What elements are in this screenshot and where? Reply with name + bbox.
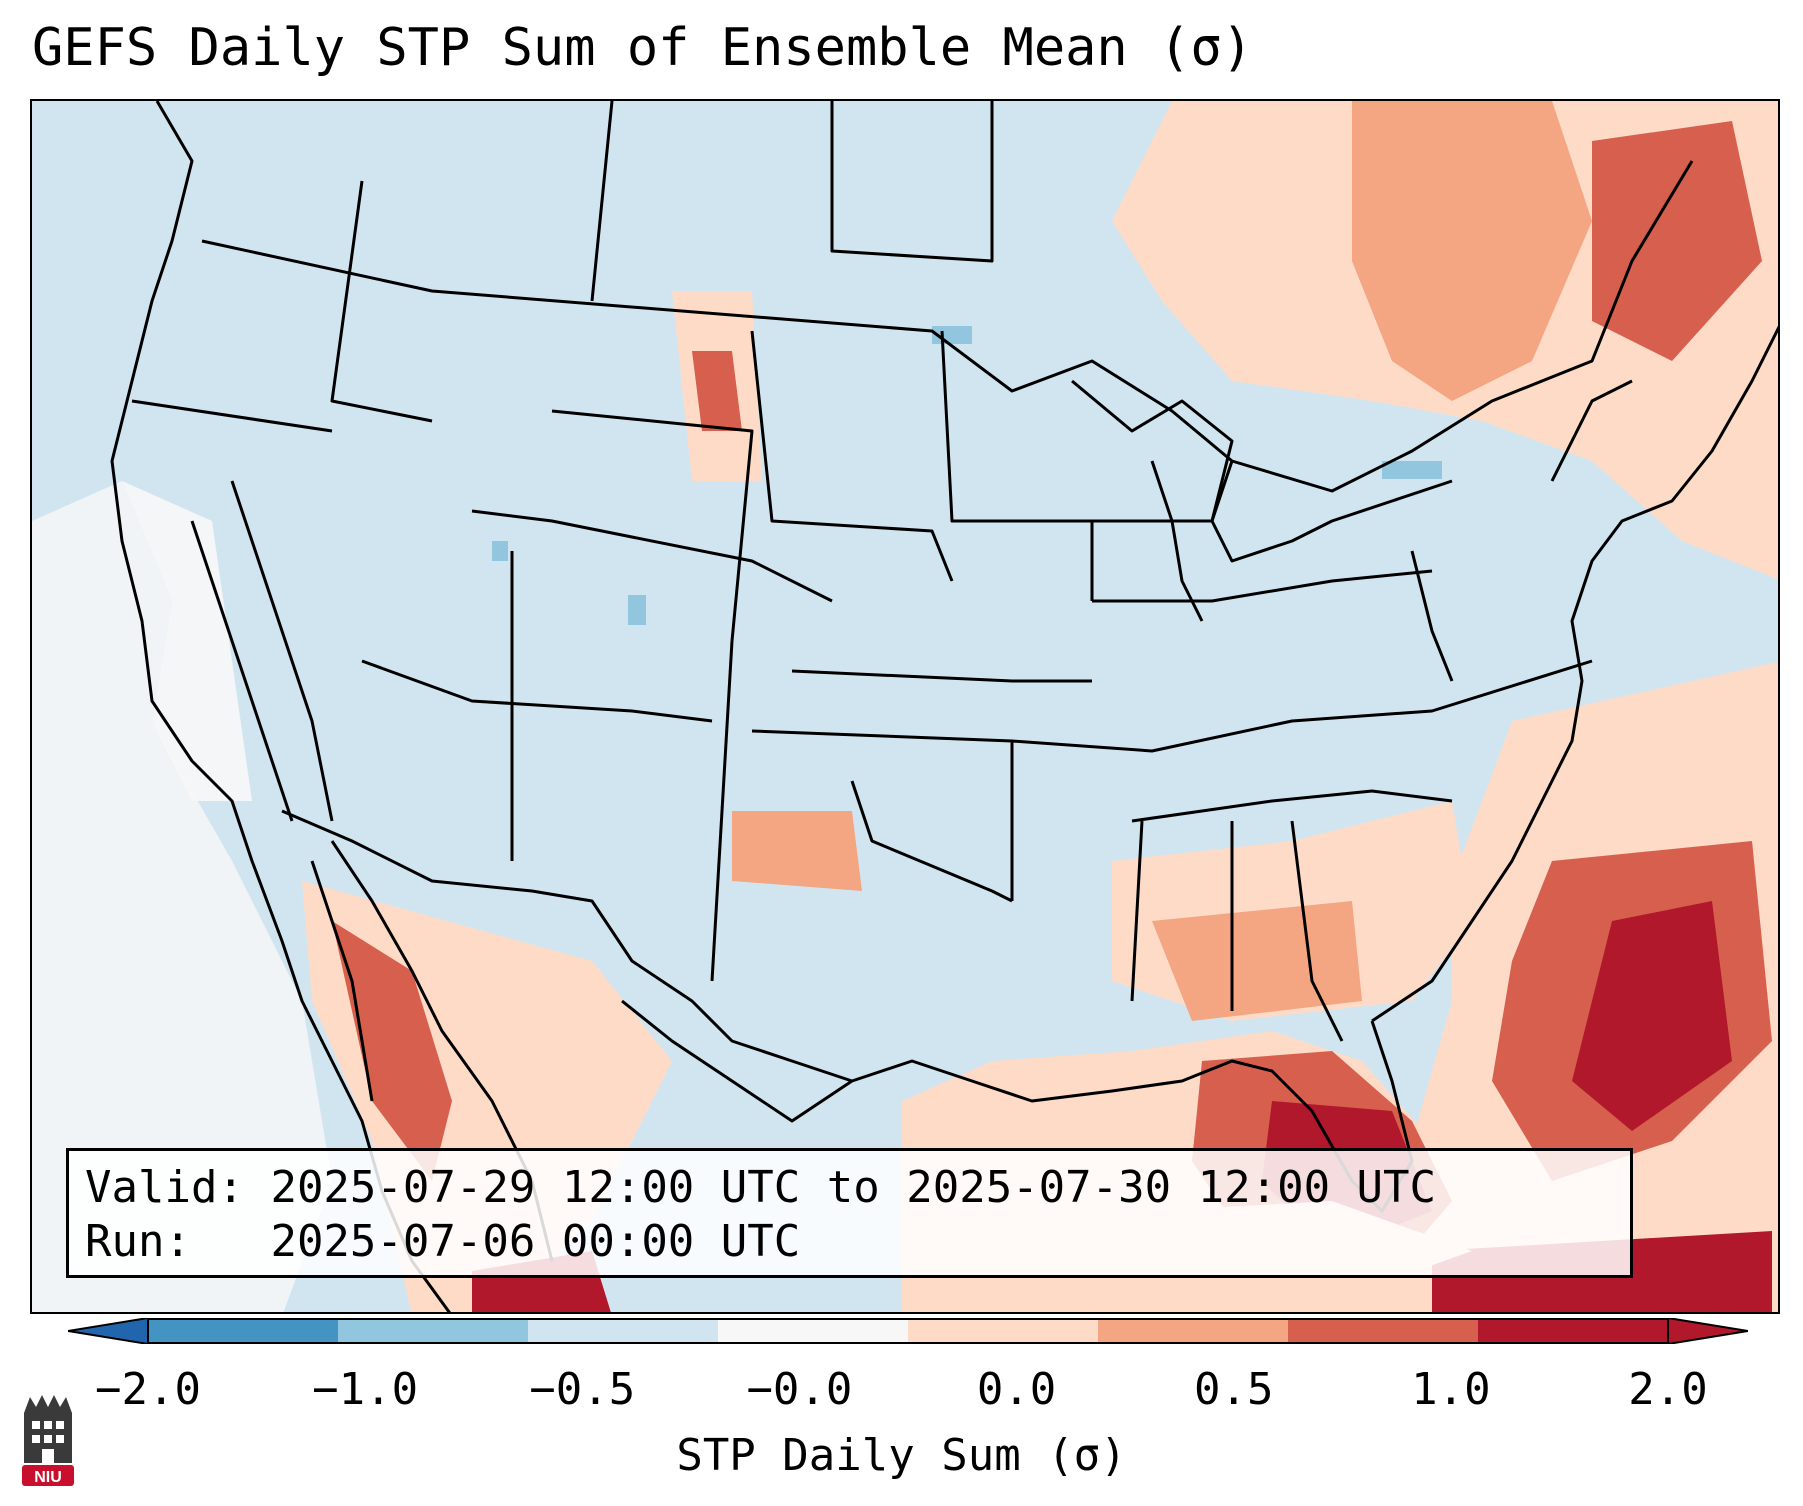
state-line xyxy=(190,520,294,822)
texas-panhandle-positive-area xyxy=(732,811,862,891)
coastline-west xyxy=(110,101,451,1312)
colorbar-extend-low xyxy=(68,1318,149,1344)
state-line xyxy=(361,659,713,723)
colorbar-segment xyxy=(908,1319,1099,1343)
state-line xyxy=(940,330,1094,601)
chart-title: GEFS Daily STP Sum of Ensemble Mean (σ) xyxy=(32,18,1253,78)
boundaries xyxy=(110,101,1778,1312)
colorbar-extend-high xyxy=(1667,1318,1748,1344)
east-coast xyxy=(1371,325,1778,1023)
colorbar-tick-label: −1.0 xyxy=(312,1364,419,1415)
logo-text: NIU xyxy=(34,1469,62,1486)
state-line xyxy=(131,399,333,433)
niu-logo: NIU xyxy=(22,1395,74,1486)
state-line xyxy=(850,780,1013,903)
california-neutral-area xyxy=(122,481,252,801)
colorbar-segment xyxy=(148,1319,339,1343)
state-line xyxy=(1131,789,1453,823)
run-value: 2025-07-06 00:00 UTC xyxy=(270,1216,801,1267)
map-canvas xyxy=(32,101,1778,1312)
valid-value: 2025-07-29 12:00 UTC to 2025-07-30 12:00… xyxy=(270,1162,1437,1213)
state-line xyxy=(230,480,334,822)
state-line xyxy=(1092,569,1433,603)
state-line xyxy=(791,669,1092,683)
state-line xyxy=(1550,379,1633,482)
colorbar-tick-label: 0.0 xyxy=(976,1364,1057,1415)
colorbar-segment xyxy=(338,1319,529,1343)
mexico-strong-area xyxy=(332,921,452,1181)
baja-coast xyxy=(310,860,374,1102)
colorbar-segment xyxy=(1478,1319,1669,1343)
state-line xyxy=(551,409,754,642)
valid-label: Valid: xyxy=(85,1162,244,1213)
colorbar-segment xyxy=(1098,1319,1289,1343)
state-line xyxy=(330,180,433,423)
state-line xyxy=(1011,659,1593,753)
maritime-positive-area xyxy=(1592,121,1762,361)
state-line xyxy=(1410,550,1454,682)
lake-michigan xyxy=(1150,460,1204,622)
state-line xyxy=(1290,820,1344,1042)
colorbar-tick-label: 2.0 xyxy=(1628,1364,1708,1415)
anomaly-field xyxy=(32,101,1778,1312)
colorbar-segment xyxy=(528,1319,719,1343)
us-mexico-border xyxy=(281,809,853,1083)
deep-south-positive-area xyxy=(1152,901,1362,1021)
state-line xyxy=(830,101,994,263)
colorbar-tick-label: −0.5 xyxy=(529,1364,636,1415)
map-panel xyxy=(30,99,1780,1314)
valid-run-info-box: Valid: 2025-07-29 12:00 UTC to 2025-07-3… xyxy=(66,1148,1633,1278)
colorbar-segment xyxy=(718,1319,909,1343)
colorbar-segment xyxy=(1288,1319,1479,1343)
negative-pixel xyxy=(492,541,508,561)
colorbar xyxy=(68,1318,1748,1344)
run-label: Run: xyxy=(85,1216,191,1267)
state-line xyxy=(750,330,954,582)
colorbar-tick-label: 1.0 xyxy=(1411,1364,1491,1415)
colorbar-tick-label: −2.0 xyxy=(95,1364,201,1415)
state-line xyxy=(710,640,734,982)
state-line xyxy=(590,101,614,302)
colorbar-segments xyxy=(148,1319,1669,1343)
great-lakes-outline xyxy=(1071,379,1453,563)
montana-strong-area xyxy=(692,351,742,431)
pacific-neutral-area xyxy=(32,481,332,1312)
colorbar-label: STP Daily Sum (σ) xyxy=(676,1430,1127,1481)
colorbar-tick-label: 0.5 xyxy=(1193,1364,1274,1415)
quebec-positive-area xyxy=(1352,101,1592,401)
negative-pixel xyxy=(628,595,646,625)
state-line xyxy=(1130,820,1144,1002)
state-line xyxy=(1092,460,1234,523)
negative-pixel xyxy=(1382,461,1442,479)
state-line xyxy=(471,509,833,603)
colorbar-tick-label: −0.0 xyxy=(746,1364,853,1415)
atlantic-core-area xyxy=(1572,901,1732,1131)
